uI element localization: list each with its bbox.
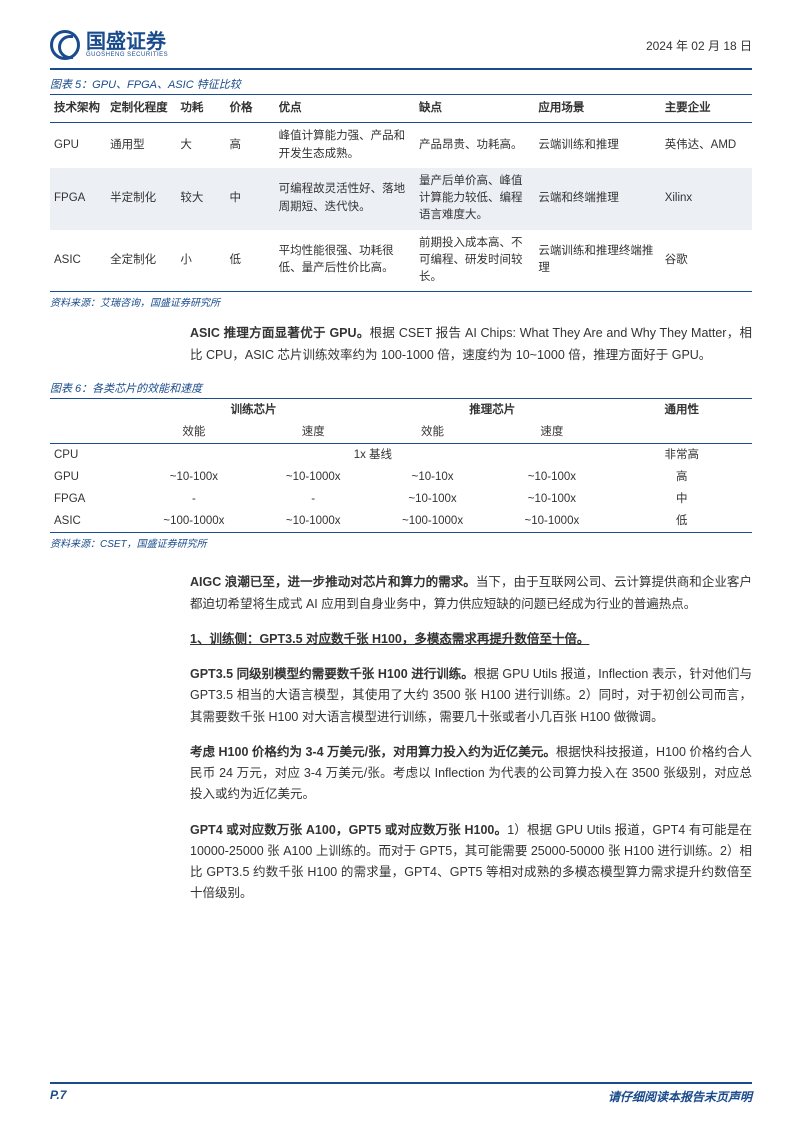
table2-source: 资料来源：CSET，国盛证券研究所 (50, 535, 752, 550)
table1-source: 资料来源：艾瑞咨询，国盛证券研究所 (50, 294, 752, 309)
table2-caption: 图表 6：各类芯片的效能和速度 (50, 380, 752, 396)
table-row: ASIC全定制化 小低 平均性能很强、功耗很低、量产后性价比高。前期投入成本高、… (50, 230, 752, 292)
brand-name-cn: 国盛证券 (86, 32, 168, 52)
t1-h-3: 价格 (225, 95, 274, 123)
para-aigc: AIGC 浪潮已至，进一步推动对芯片和算力的需求。当下，由于互联网公司、云计算提… (190, 572, 752, 615)
table-row: ASIC~100-1000x ~10-1000x~100-1000x ~10-1… (50, 510, 752, 533)
heading-training-side: 1、训练侧：GPT3.5 对应数千张 H100，多模态需求再提升数倍至十倍。 (190, 629, 752, 650)
t1-h-4: 优点 (275, 95, 415, 123)
table-chip-comparison: 技术架构 定制化程度 功耗 价格 优点 缺点 应用场景 主要企业 GPU通用型 … (50, 94, 752, 292)
brand-logo-block: 国盛证券 GUOSHENG SECURITIES (50, 30, 168, 60)
brand-logo-icon (50, 30, 80, 60)
t1-h-0: 技术架构 (50, 95, 106, 123)
table1-caption: 图表 5：GPU、FPGA、ASIC 特征比较 (50, 76, 752, 92)
brand-name-en: GUOSHENG SECURITIES (86, 52, 168, 58)
para-gpt35: GPT3.5 同级别模型约需要数千张 H100 进行训练。根据 GPU Util… (190, 664, 752, 728)
table-row: GPU~10-100x ~10-1000x~10-10x ~10-100x高 (50, 466, 752, 488)
table-row: CPU 1x 基线 非常高 (50, 443, 752, 466)
para-asic-bold: ASIC 推理方面显著优于 GPU。 (190, 326, 370, 340)
t1-h-5: 缺点 (415, 95, 534, 123)
table-row: FPGA半定制化 较大中 可编程故灵活性好、落地周期短、迭代快。量产后单价高、峰… (50, 168, 752, 230)
footer-disclaimer: 请仔细阅读本报告末页声明 (608, 1088, 752, 1105)
para-h100-price: 考虑 H100 价格约为 3-4 万美元/张，对用算力投入约为近亿美元。根据快科… (190, 742, 752, 806)
report-date: 2024 年 02 月 18 日 (646, 37, 752, 54)
table-chip-efficiency: 训练芯片 推理芯片 通用性 效能 速度 效能 速度 CPU 1x 基线 非常高 … (50, 398, 752, 534)
t1-h-2: 功耗 (176, 95, 225, 123)
table1-header-row: 技术架构 定制化程度 功耗 价格 优点 缺点 应用场景 主要企业 (50, 95, 752, 123)
table-row: FPGA- -~10-100x ~10-100x中 (50, 488, 752, 510)
para-gpt4-gpt5: GPT4 或对应数万张 A100，GPT5 或对应数万张 H100。1）根据 G… (190, 820, 752, 905)
table2-group-header: 训练芯片 推理芯片 通用性 (50, 398, 752, 421)
page-number: P.7 (50, 1088, 66, 1105)
t1-h-7: 主要企业 (661, 95, 752, 123)
t1-h-1: 定制化程度 (106, 95, 176, 123)
t1-h-6: 应用场景 (534, 95, 660, 123)
table-row: GPU通用型 大高 峰值计算能力强、产品和开发生态成熟。产品昂贵、功耗高。 云端… (50, 123, 752, 168)
page-footer: P.7 请仔细阅读本报告末页声明 (50, 1082, 752, 1105)
table2-sub-header: 效能 速度 效能 速度 (50, 421, 752, 444)
para-asic: ASIC 推理方面显著优于 GPU。根据 CSET 报告 AI Chips: W… (190, 323, 752, 366)
page-header: 国盛证券 GUOSHENG SECURITIES 2024 年 02 月 18 … (50, 30, 752, 70)
